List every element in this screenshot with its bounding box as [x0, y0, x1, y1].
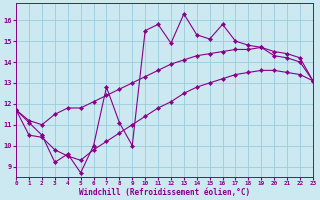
X-axis label: Windchill (Refroidissement éolien,°C): Windchill (Refroidissement éolien,°C) — [79, 188, 250, 197]
